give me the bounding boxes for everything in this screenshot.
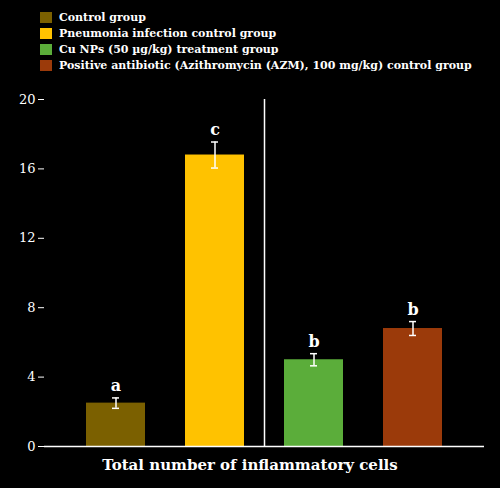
svg-text:12: 12 — [19, 230, 36, 245]
svg-text:c: c — [210, 120, 220, 139]
html-text:Cu NPs (50 µg/kg) treatment gr: Cu NPs (50 µg/kg) treatment group — [59, 43, 279, 56]
svg-text:16: 16 — [19, 161, 36, 176]
svg-text:8: 8 — [27, 300, 35, 315]
html-text:Control group: Control group — [59, 11, 146, 24]
svg-text:4: 4 — [27, 369, 35, 384]
svg-text:0: 0 — [27, 439, 35, 454]
html-text:Positive antibiotic (Azithromy: Positive antibiotic (Azithromycin (AZM),… — [59, 59, 472, 72]
svg-text:b: b — [407, 300, 418, 319]
svg-text:b: b — [308, 332, 319, 351]
html-text:Pneumonia infection control gr: Pneumonia infection control group — [59, 27, 277, 40]
svg-text:a: a — [111, 376, 121, 395]
svg-text:20: 20 — [19, 92, 36, 107]
html-text:Total number of inflammatory c: Total number of inflammatory cells — [102, 456, 398, 474]
